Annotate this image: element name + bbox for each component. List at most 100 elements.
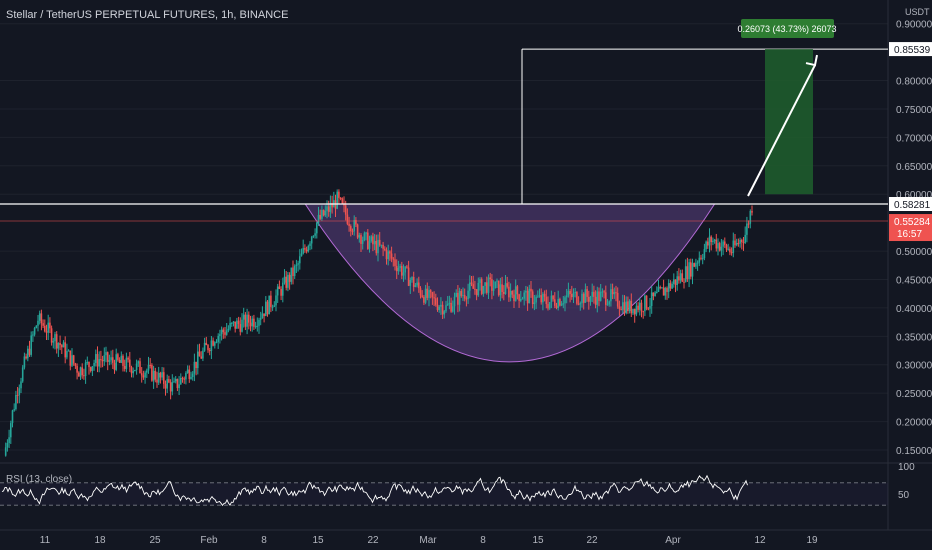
candle-body — [193, 361, 196, 374]
candle-body — [384, 248, 386, 250]
rsi-label: RSI (13, close) — [6, 474, 72, 485]
candle-body — [147, 364, 150, 371]
candle-body — [567, 290, 570, 296]
candle-body — [76, 365, 78, 373]
candle-body — [258, 319, 260, 326]
candle-body — [654, 292, 656, 297]
candle-body — [511, 290, 514, 295]
candle-body — [673, 279, 675, 284]
candle-body — [341, 198, 344, 204]
candle-body — [712, 240, 714, 243]
candle-body — [616, 292, 619, 307]
candle-body — [691, 263, 694, 277]
time-tick-label: 8 — [480, 535, 486, 546]
candle-body — [487, 277, 490, 293]
candle-body — [423, 296, 425, 303]
candle-body — [392, 258, 395, 260]
candle-body — [37, 320, 39, 326]
candle-body — [220, 329, 223, 335]
candle-body — [188, 369, 191, 379]
candle-body — [727, 248, 729, 250]
candle-body — [574, 292, 576, 294]
candle-body — [548, 302, 551, 309]
candle-body — [331, 203, 333, 208]
candle-body — [579, 303, 582, 305]
candle-body — [339, 197, 342, 199]
candle-body — [33, 328, 36, 335]
candle-body — [627, 301, 629, 312]
candle-body — [608, 301, 610, 305]
candle-body — [520, 299, 522, 301]
candle-body — [69, 350, 72, 366]
candle-body — [749, 211, 752, 224]
candle-body — [469, 282, 471, 291]
candle-body — [433, 297, 435, 299]
candle-body — [159, 372, 162, 378]
candle-body — [480, 279, 483, 294]
candle-body — [47, 322, 49, 333]
target-label-bg — [741, 19, 834, 38]
cup-pattern-shape — [304, 203, 716, 363]
candle-body — [606, 304, 609, 306]
candle-body — [346, 214, 349, 224]
candle-body — [394, 259, 396, 266]
time-tick-label: 12 — [754, 535, 766, 546]
candle-body — [13, 409, 15, 411]
candle-body — [282, 282, 284, 296]
candle-body — [744, 234, 746, 243]
candle-body — [304, 248, 306, 250]
candle-body — [185, 373, 187, 380]
candle-body — [416, 282, 418, 286]
candle-body — [309, 243, 311, 246]
candle-body — [509, 290, 512, 298]
candle-body — [329, 203, 332, 212]
candle-body — [591, 291, 593, 297]
candle-body — [225, 330, 228, 335]
candle-body — [611, 289, 614, 295]
price-tick-label: 0.25000 — [896, 389, 932, 400]
candle-body — [139, 361, 141, 374]
candle-body — [474, 288, 476, 290]
candle-body — [610, 289, 612, 302]
candle-body — [236, 320, 238, 329]
candle-body — [397, 267, 400, 272]
candle-body — [698, 257, 701, 263]
candle-body — [528, 288, 531, 304]
candle-body — [273, 305, 276, 307]
candle-body — [326, 206, 328, 211]
candle-body — [657, 287, 660, 292]
candle-body — [217, 335, 219, 342]
candle-body — [10, 423, 12, 438]
candle-body — [106, 352, 109, 362]
candle-body — [418, 282, 420, 289]
candle-body — [598, 291, 600, 301]
candle-body — [173, 381, 175, 383]
candle-body — [713, 239, 716, 241]
candle-body — [149, 364, 151, 366]
candle-body — [142, 375, 145, 378]
candle-body — [639, 302, 641, 310]
rsi-line — [1, 474, 748, 507]
candle-body — [144, 372, 146, 378]
candle-body — [746, 223, 748, 235]
candle-body — [200, 356, 202, 359]
candle-body — [742, 241, 745, 243]
candle-body — [424, 288, 427, 303]
candle-body — [32, 334, 34, 336]
candle-body — [613, 292, 616, 295]
candle-body — [457, 292, 459, 305]
candle-body — [276, 286, 279, 296]
candle-body — [129, 359, 131, 368]
candle-body — [40, 313, 43, 324]
candle-body — [368, 241, 371, 249]
candle-body — [307, 245, 310, 252]
candle-body — [708, 236, 711, 246]
candle-body — [134, 370, 136, 372]
candle-body — [74, 363, 77, 366]
last-price-flag-text: 0.55284 — [894, 217, 931, 228]
candle-body — [429, 290, 432, 293]
candle-body — [197, 351, 199, 369]
candle-body — [16, 394, 19, 396]
candle-body — [154, 370, 157, 380]
